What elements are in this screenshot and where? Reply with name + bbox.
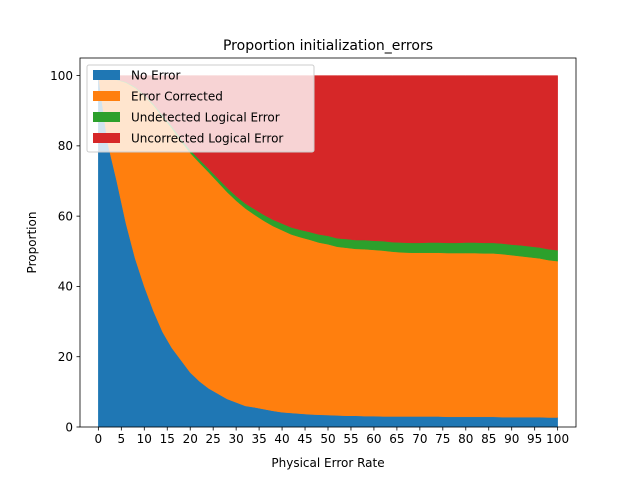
legend-label: No Error — [131, 69, 180, 83]
y-tick-label: 80 — [58, 139, 73, 153]
legend-label: Undetected Logical Error — [131, 111, 280, 125]
x-tick-label: 50 — [320, 432, 335, 446]
x-tick-label: 15 — [160, 432, 175, 446]
x-tick-label: 0 — [95, 432, 103, 446]
legend-box — [86, 64, 315, 153]
x-tick-label: 30 — [229, 432, 244, 446]
legend: No Error Error Corrected Undetected Logica… — [86, 64, 315, 153]
x-tick-label: 80 — [458, 432, 473, 446]
y-tick-label: 40 — [58, 280, 73, 294]
y-tick-label: 100 — [50, 69, 73, 83]
y-axis-label: Proportion — [25, 212, 39, 274]
legend-swatch — [93, 112, 120, 122]
legend-label: Error Corrected — [131, 90, 223, 104]
chart-title: Proportion initialization_errors — [223, 38, 433, 54]
x-tick-label: 10 — [137, 432, 152, 446]
x-tick-label: 55 — [343, 432, 358, 446]
x-tick-label: 65 — [389, 432, 404, 446]
y-tick-label: 0 — [65, 420, 73, 434]
x-tick-label: 60 — [366, 432, 381, 446]
x-tick-label: 85 — [481, 432, 496, 446]
y-axis-ticks: 0 20 40 60 80 100 — [50, 69, 80, 434]
legend-swatch — [93, 91, 120, 101]
y-tick-label: 60 — [58, 209, 73, 223]
x-tick-label: 20 — [183, 432, 198, 446]
x-tick-label: 45 — [297, 432, 312, 446]
x-axis-ticks: 0 5 10 15 20 25 30 35 40 45 50 55 60 65 70 75 80 85 90 95 10… — [95, 427, 569, 446]
legend-swatch — [93, 133, 120, 143]
legend-swatch — [93, 70, 120, 80]
x-tick-label: 90 — [504, 432, 519, 446]
x-tick-label: 35 — [251, 432, 266, 446]
x-tick-label: 70 — [412, 432, 427, 446]
x-axis-label: Physical Error Rate — [271, 456, 384, 470]
x-tick-label: 75 — [435, 432, 450, 446]
x-tick-label: 40 — [274, 432, 289, 446]
x-tick-label: 95 — [527, 432, 542, 446]
y-tick-label: 20 — [58, 350, 73, 364]
x-tick-label: 100 — [546, 432, 569, 446]
legend-label: Uncorrected Logical Error — [131, 132, 283, 146]
x-tick-label: 5 — [118, 432, 126, 446]
x-tick-label: 25 — [206, 432, 221, 446]
